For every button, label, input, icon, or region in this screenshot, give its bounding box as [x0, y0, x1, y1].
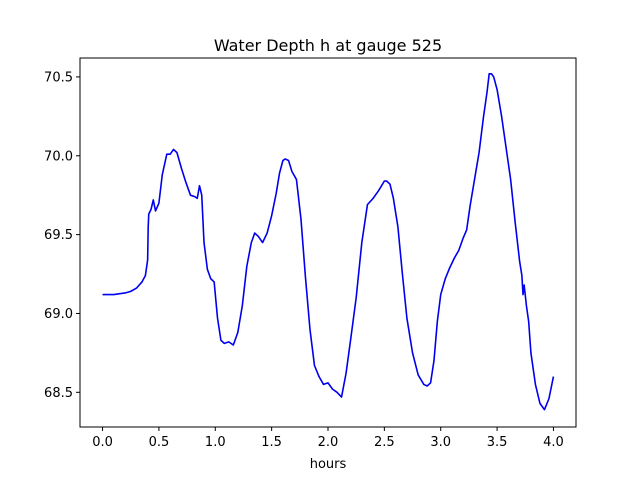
- x-tick-label: 3.0: [430, 435, 451, 450]
- x-tick-label: 0.0: [92, 435, 113, 450]
- x-tick-label: 1.5: [261, 435, 282, 450]
- y-tick-label: 69.0: [44, 307, 73, 322]
- plot-frame: [79, 57, 577, 428]
- y-tick-label: 69.5: [44, 228, 73, 243]
- x-tick-label: 2.5: [374, 435, 395, 450]
- series-layer: [102, 72, 555, 411]
- x-tick-label: 3.5: [487, 435, 508, 450]
- x-tick-label: 1.0: [205, 435, 226, 450]
- y-tick-label: 70.5: [44, 70, 73, 85]
- y-tick-label: 68.5: [44, 386, 73, 401]
- x-tick-label: 4.0: [543, 435, 564, 450]
- x-tick-label: 2.0: [318, 435, 339, 450]
- y-axis: 68.5 69.0 69.5 70.0 70.5: [44, 70, 80, 401]
- chart-title: Water Depth h at gauge 525: [214, 36, 442, 55]
- plot-area: [79, 57, 577, 428]
- x-tick-label: 0.5: [149, 435, 170, 450]
- x-axis: 0.0 0.5 1.0 1.5 2.0 2.5 3.0 3.5 4.0: [92, 427, 564, 450]
- y-tick-label: 70.0: [44, 149, 73, 164]
- series-line: [102, 72, 555, 411]
- x-axis-label: hours: [310, 457, 347, 472]
